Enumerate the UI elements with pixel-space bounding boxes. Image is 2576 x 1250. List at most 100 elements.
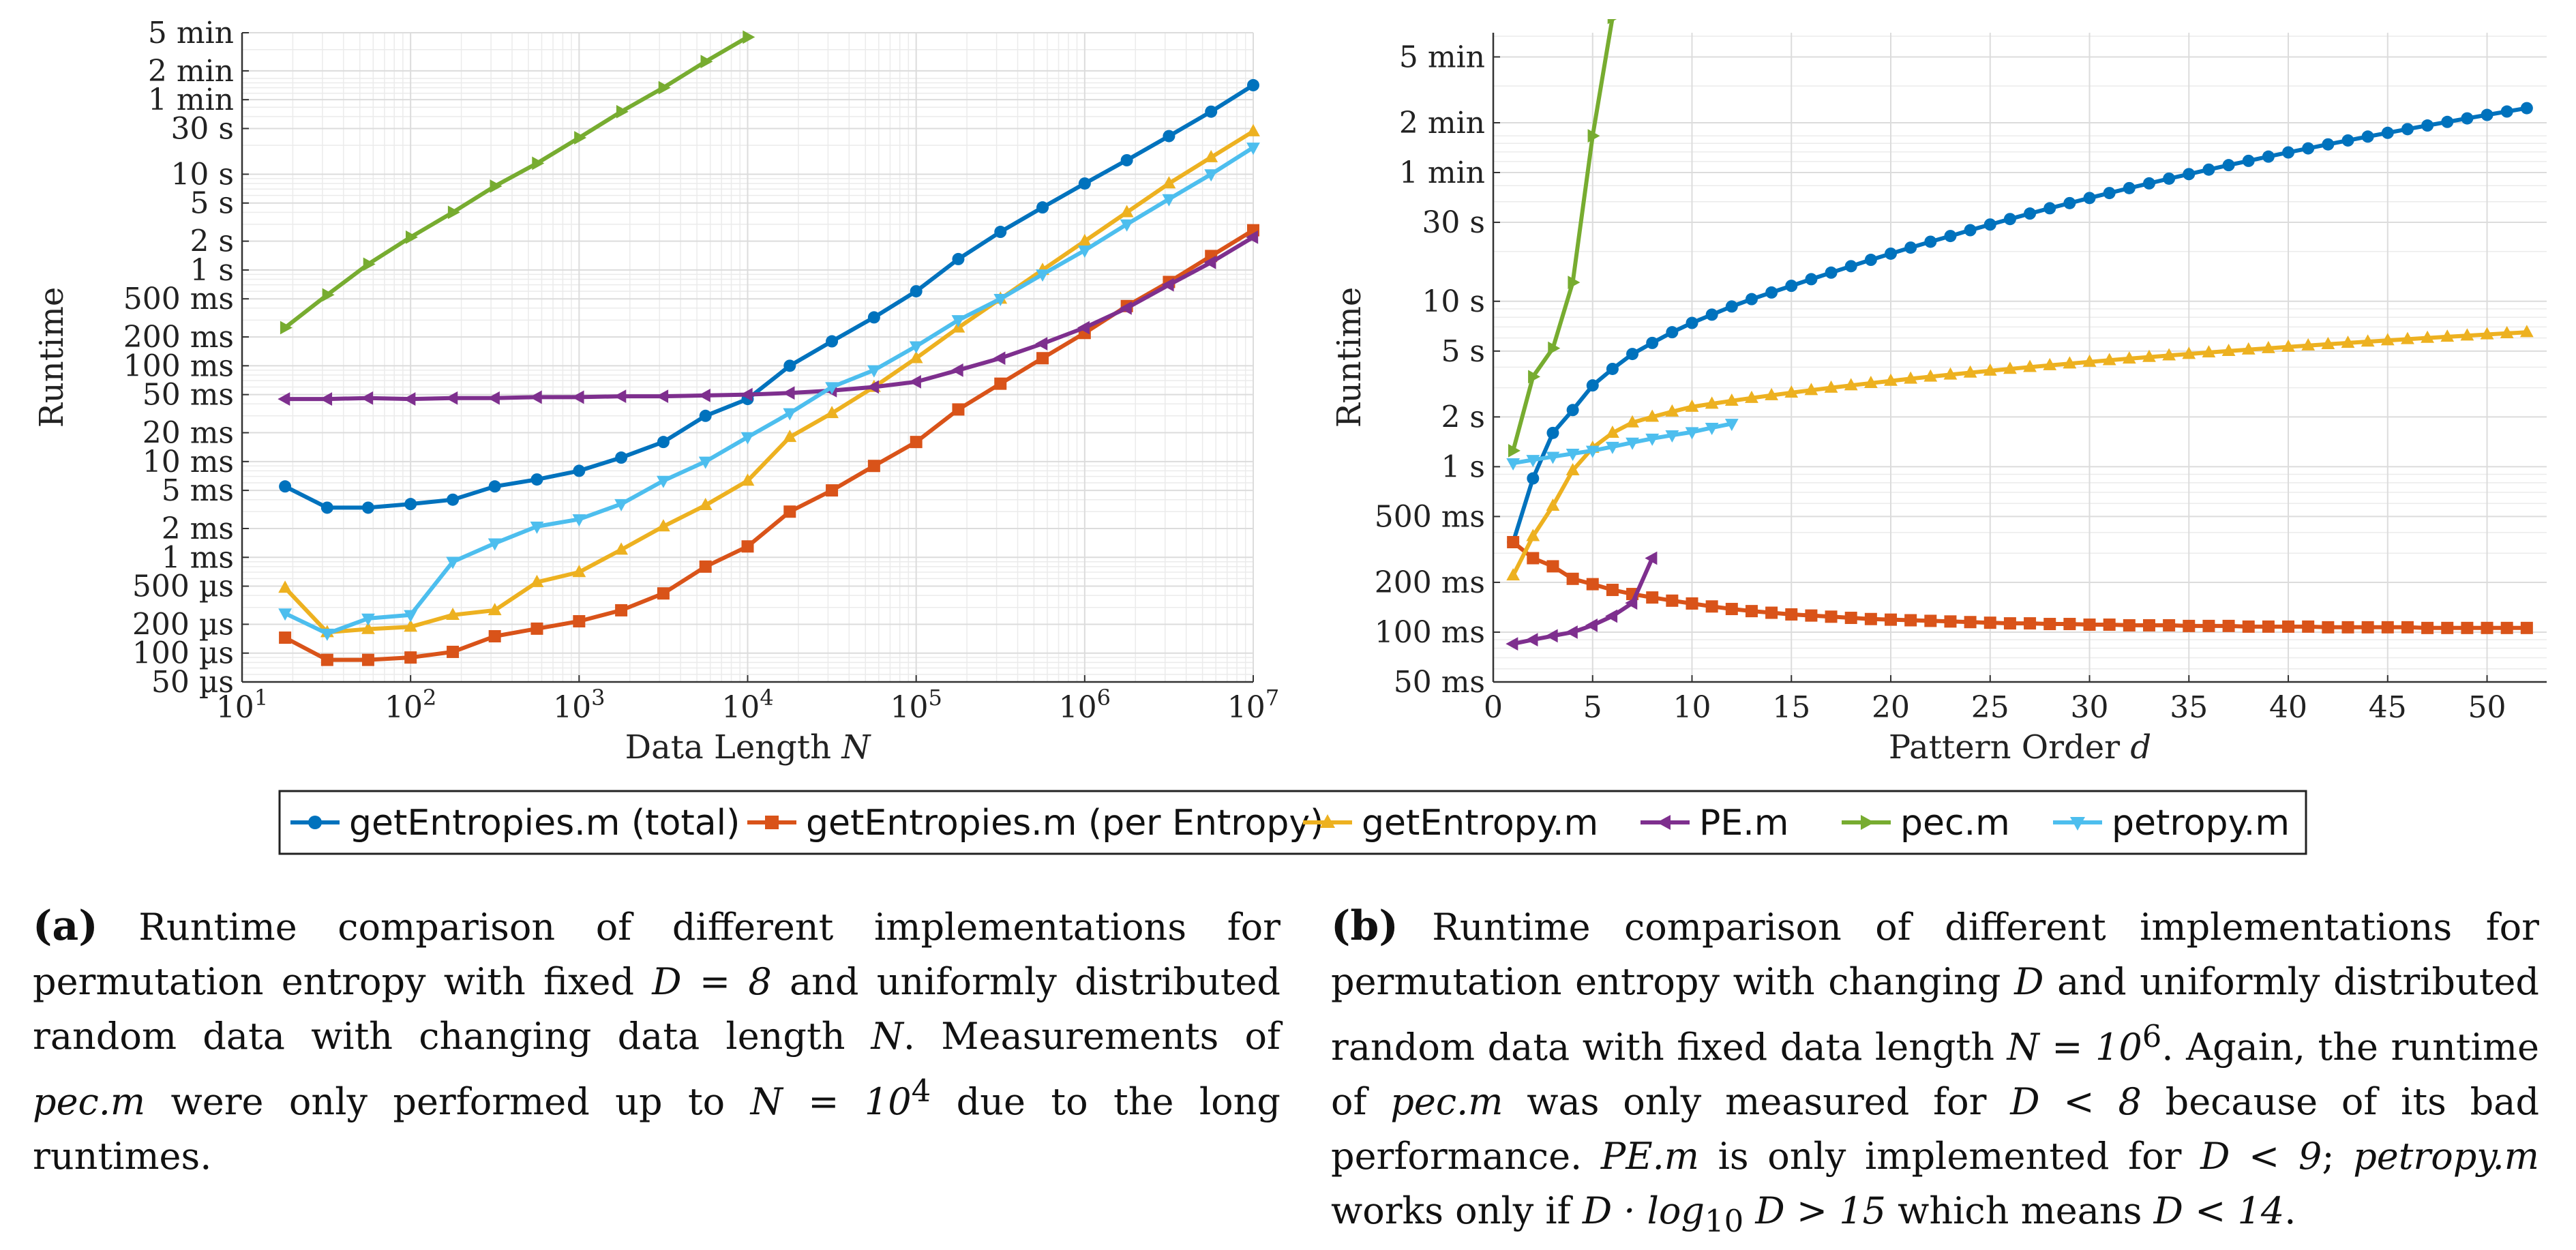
data-point	[2302, 142, 2315, 155]
data-point	[657, 475, 670, 488]
series-pe-m	[278, 230, 1259, 406]
y-tick-label: 2 min	[1399, 106, 1485, 140]
data-point	[529, 390, 542, 404]
y-tick-label: 20 ms	[143, 416, 234, 451]
data-point	[743, 30, 755, 44]
data-point	[1964, 616, 1977, 629]
data-point	[1983, 616, 1996, 629]
y-tick-label: 1 s	[1441, 449, 1485, 484]
data-point	[1665, 404, 1679, 417]
data-point	[1586, 578, 1599, 591]
data-point	[2341, 336, 2355, 348]
data-point	[2024, 617, 2037, 630]
data-point	[2500, 326, 2514, 339]
series-line	[1511, 330, 2527, 577]
caption-a-tag: (a)	[33, 902, 98, 950]
data-point	[2460, 328, 2474, 341]
legend-marker	[765, 816, 779, 829]
data-point	[1844, 378, 1858, 391]
data-point	[1944, 230, 1957, 243]
caption-b-text: works only if	[1331, 1189, 1583, 1232]
data-point	[1784, 385, 1799, 398]
data-point	[1204, 169, 1218, 182]
data-point	[2043, 357, 2057, 370]
data-point	[2262, 150, 2275, 163]
caption-b-code: PE.m	[1600, 1135, 1699, 1178]
data-point	[2480, 327, 2494, 340]
legend-marker	[2070, 817, 2085, 831]
data-point	[1724, 419, 1739, 432]
data-point	[1546, 426, 1559, 439]
legend-item-pec-m: pec.m	[1842, 803, 2010, 844]
data-point	[1606, 426, 1619, 438]
data-point	[2281, 339, 2295, 352]
data-point	[1566, 404, 1579, 417]
data-point	[572, 514, 586, 527]
legend: getEntropies.m (total) getEntropies.m (pe…	[278, 790, 2307, 855]
data-point	[1885, 613, 1898, 626]
data-point	[2202, 345, 2216, 358]
caption-b-text: .	[2284, 1189, 2296, 1232]
data-point	[1246, 143, 1260, 155]
caption-a-sup: 4	[911, 1073, 931, 1109]
series-line	[1511, 19, 1615, 451]
data-point	[782, 386, 795, 400]
data-point	[1983, 363, 1997, 376]
data-point	[1685, 399, 1699, 412]
data-point	[361, 501, 374, 514]
x-tick-label: 10	[1673, 690, 1711, 725]
data-point	[404, 610, 418, 623]
y-tick-label: 100 ms	[1375, 615, 1485, 650]
data-point	[1585, 619, 1598, 632]
data-point	[1666, 594, 1679, 607]
caption-b-text: was only measured for	[1503, 1080, 2011, 1123]
legend-marker	[308, 816, 322, 829]
y-tick-label: 2 ms	[162, 511, 234, 546]
data-point	[1035, 337, 1048, 351]
data-point	[1120, 219, 1134, 232]
data-point	[320, 392, 333, 406]
data-point	[361, 653, 374, 666]
data-point	[2341, 134, 2354, 147]
data-point	[2401, 621, 2414, 634]
data-point	[2401, 123, 2414, 136]
data-point	[530, 574, 544, 587]
data-point	[1527, 472, 1540, 485]
caption-b-text: which means	[1885, 1189, 2154, 1232]
data-point	[1626, 437, 1639, 450]
data-point	[446, 608, 460, 621]
caption-a-text: Runtime comparison of different implemen…	[33, 906, 1280, 1003]
data-point	[1665, 430, 1679, 443]
y-tick-label: 200 ms	[123, 320, 234, 355]
data-point	[1566, 572, 1579, 585]
data-point	[910, 436, 923, 449]
data-point	[698, 456, 713, 469]
data-point	[783, 359, 796, 372]
data-point	[1804, 383, 1818, 396]
caption-a-text: . Measurements of	[903, 1015, 1280, 1058]
y-tick-label: 10 ms	[143, 445, 234, 479]
data-point	[910, 285, 923, 298]
data-point	[1568, 276, 1581, 290]
data-point	[2063, 356, 2077, 369]
data-point	[699, 409, 712, 422]
data-point	[1885, 247, 1898, 260]
caption-b-eq: N = 10	[2007, 1026, 2142, 1069]
data-point	[826, 335, 839, 348]
data-point	[1120, 205, 1134, 218]
data-point	[1507, 535, 1520, 548]
data-point	[2421, 621, 2434, 634]
data-point	[445, 391, 458, 405]
data-point	[1725, 300, 1738, 313]
caption-b-var: D	[2014, 960, 2044, 1003]
data-point	[1247, 78, 1259, 91]
y-tick-label: 100 µs	[132, 636, 234, 671]
caption-b-text: because of its bad performance.	[1331, 1080, 2540, 1178]
data-point	[2282, 620, 2295, 633]
data-point	[2380, 333, 2395, 346]
series-getentropies-m-per-entropy	[1507, 535, 2533, 634]
data-point	[1605, 609, 1618, 623]
data-point	[994, 226, 1007, 239]
data-point	[1785, 280, 1798, 293]
y-tick-label: 200 µs	[132, 607, 234, 642]
